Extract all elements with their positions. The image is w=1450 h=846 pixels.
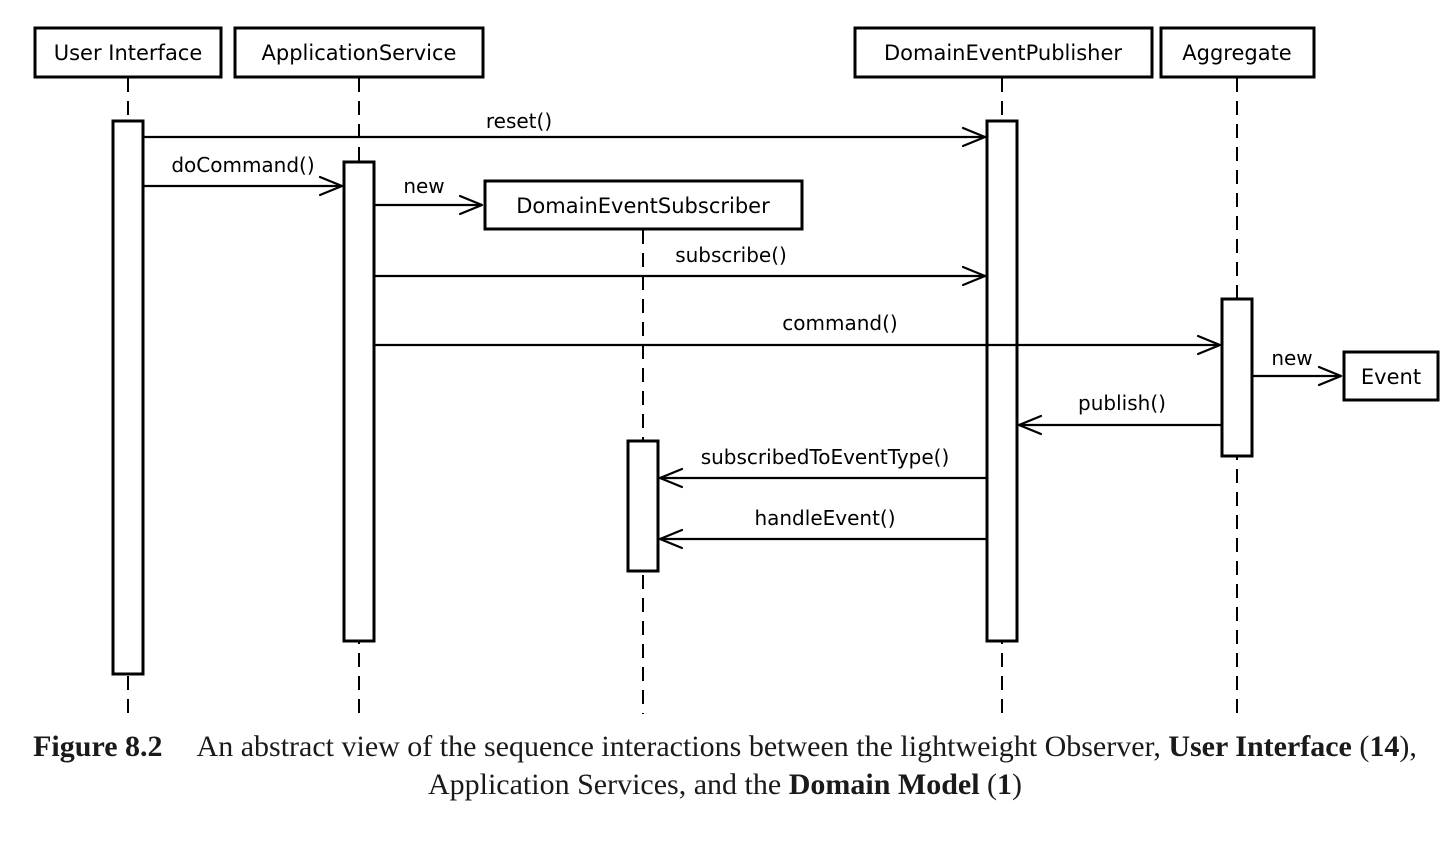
message-reset: reset() [143, 109, 987, 148]
participant-label: ApplicationService [262, 41, 457, 65]
message-label: doCommand() [171, 153, 314, 177]
participant-label: User Interface [54, 41, 203, 65]
participant-label: Aggregate [1182, 41, 1291, 65]
participant-domain-event-publisher: DomainEventPublisher [853, 26, 1154, 79]
activation-domain-event-publisher [985, 119, 1019, 643]
figure-caption: Figure 8.2 An abstract view of the sequen… [33, 730, 1417, 801]
message-label: new [403, 174, 444, 198]
message-label: handleEvent() [754, 506, 895, 530]
message-subscribed-to-event-type: subscribedToEventType() [658, 445, 987, 489]
participant-label: Event [1361, 365, 1421, 389]
caption-bold-user-interface: User Interface [1168, 730, 1352, 763]
activation-user-interface [111, 119, 145, 676]
sequence-diagram: User Interface ApplicationService Domain… [33, 26, 1440, 714]
message-do-command: doCommand() [143, 153, 344, 197]
participant-user-interface: User Interface [33, 26, 223, 79]
activation-aggregate [1220, 297, 1254, 458]
message-new-event: new [1252, 346, 1343, 387]
activation-domain-event-subscriber [626, 439, 660, 573]
caption-ref-user-interface: 14 [1369, 730, 1400, 763]
participant-label: DomainEventSubscriber [516, 194, 770, 218]
participant-application-service: ApplicationService [233, 26, 485, 79]
message-label: subscribedToEventType() [701, 445, 950, 469]
message-publish: publish() [1017, 391, 1222, 436]
caption-ref-domain-model: 1 [997, 768, 1013, 801]
caption-bold-domain-model: Domain Model [788, 768, 980, 801]
participant-aggregate: Aggregate [1159, 26, 1316, 79]
message-label: new [1271, 346, 1312, 370]
message-command: command() [374, 311, 1222, 356]
activation-application-service [342, 160, 376, 643]
participant-label: DomainEventPublisher [884, 41, 1122, 65]
message-subscribe: subscribe() [374, 243, 987, 287]
message-new-subscriber: new [374, 174, 484, 216]
caption-text: , Application Services, and the [427, 730, 1417, 801]
participant-domain-event-subscriber: DomainEventSubscriber [483, 179, 804, 231]
message-label: reset() [486, 109, 552, 133]
message-handle-event: handleEvent() [658, 506, 987, 550]
message-label: command() [782, 311, 897, 335]
caption-text: An abstract view of the sequence interac… [196, 730, 1169, 763]
participant-event: Event [1342, 350, 1440, 402]
figure-number: Figure 8.2 [33, 730, 163, 763]
message-label: subscribe() [675, 243, 787, 267]
message-label: publish() [1078, 391, 1166, 415]
